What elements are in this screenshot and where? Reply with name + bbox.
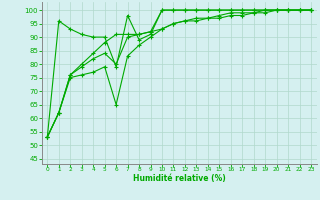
X-axis label: Humidité relative (%): Humidité relative (%): [133, 174, 226, 183]
